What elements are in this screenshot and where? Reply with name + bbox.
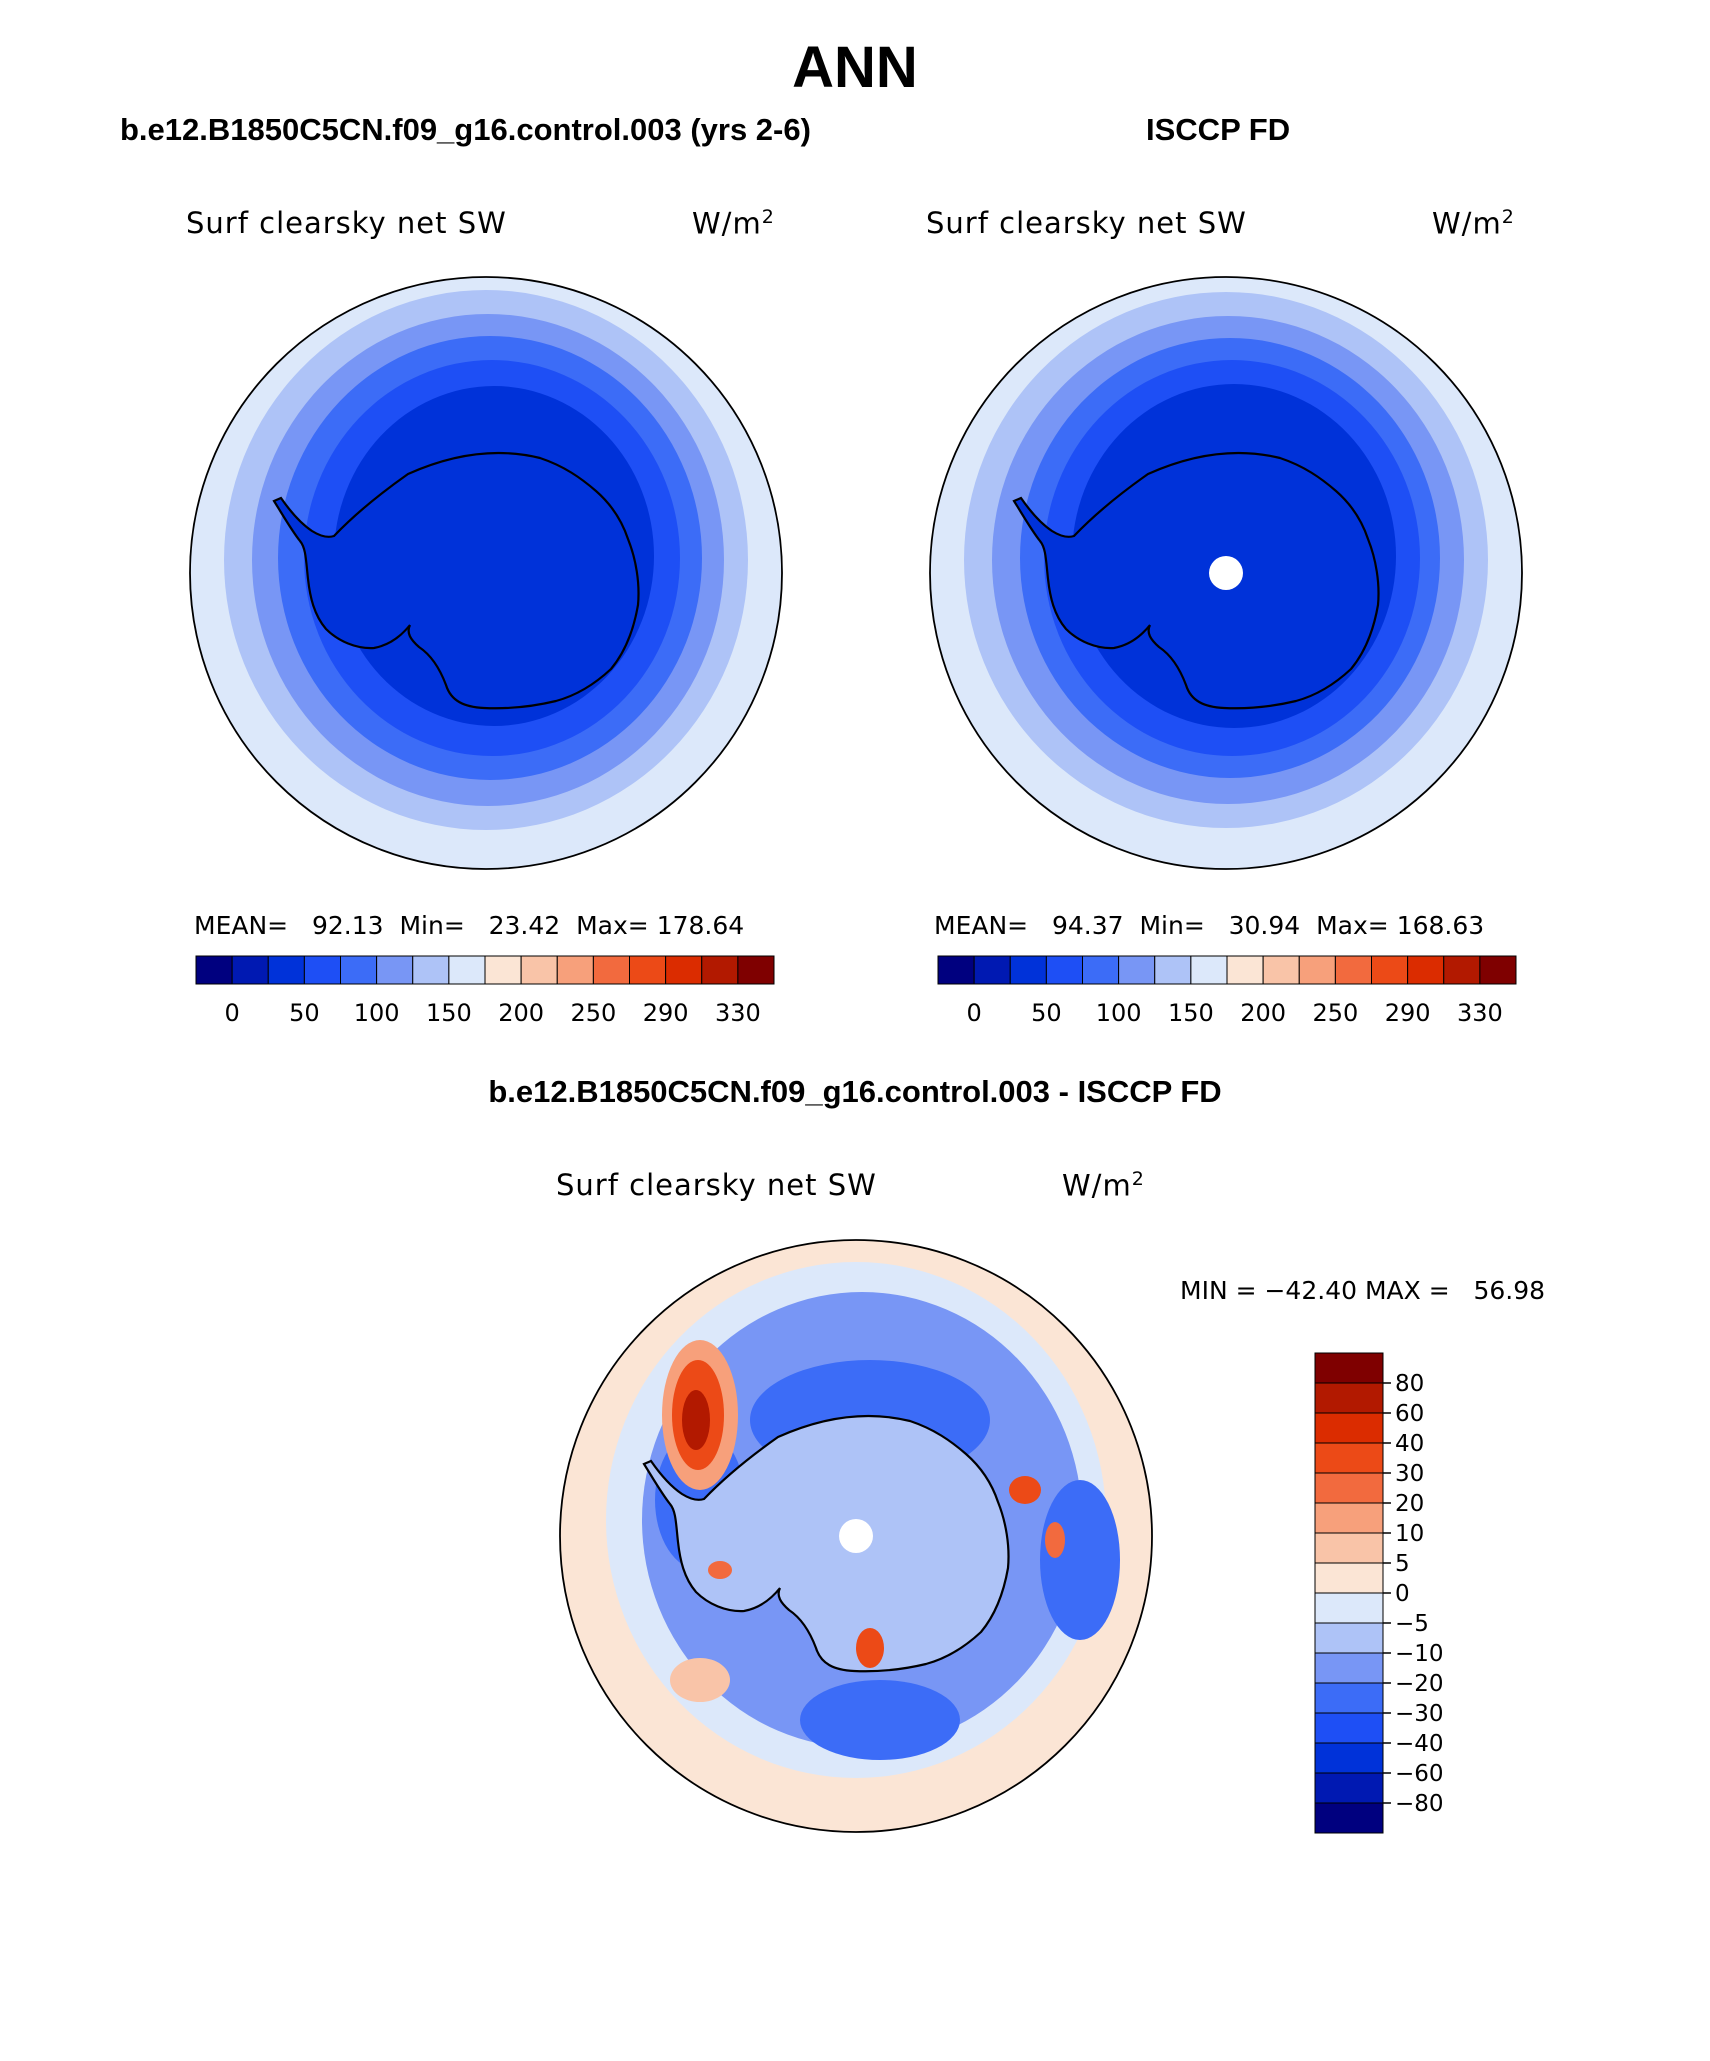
colorbar-swatch: [1262, 955, 1300, 985]
colorbar-swatch: [556, 955, 594, 985]
colorbar-swatch: [303, 955, 341, 985]
colorbar-swatch: [1314, 1412, 1384, 1444]
obs-units-label: W/m2: [1432, 206, 1515, 241]
colorbar-swatch: [1314, 1772, 1384, 1804]
colorbar-swatch: [448, 955, 486, 985]
model-case-title: b.e12.B1850C5CN.f09_g16.control.003 (yrs…: [120, 112, 811, 147]
colorbar-swatch: [267, 955, 305, 985]
colorbar-tick-label: 100: [354, 999, 400, 1027]
colorbar-tick-label: 50: [1031, 999, 1062, 1027]
colorbar-tick-label: 0: [224, 999, 239, 1027]
colorbar-swatch: [195, 955, 233, 985]
colorbar-tick-label: −5: [1395, 1611, 1429, 1637]
difference-colorbar: 80 60 40 30 20 10 5 0 −5 −10 −20 −30 −40 −60 −80: [1314, 1352, 1444, 1834]
colorbar-swatch: [1314, 1712, 1384, 1744]
colorbar-swatch: [412, 955, 450, 985]
colorbar-swatch: [231, 955, 269, 985]
colorbar-swatch: [1407, 955, 1445, 985]
colorbar-swatch: [973, 955, 1011, 985]
obs-case-title: ISCCP FD: [1146, 112, 1291, 147]
colorbar-tick-label: 100: [1096, 999, 1142, 1027]
colorbar-tick-label: −80: [1395, 1791, 1444, 1817]
colorbar-tick-label: 20: [1395, 1491, 1424, 1517]
difference-minmax: MIN = −42.40 MAX = 56.98: [1180, 1276, 1546, 1305]
colorbar-tick-label: 150: [426, 999, 472, 1027]
model-stats: MEAN= 92.13 Min= 23.42 Max= 178.64: [194, 911, 745, 940]
colorbar-tick-label: 40: [1395, 1431, 1424, 1457]
colorbar-swatch: [1009, 955, 1047, 985]
colorbar-swatch: [737, 955, 775, 985]
colorbar-swatch: [1334, 955, 1372, 985]
colorbar-tick-label: 200: [1240, 999, 1286, 1027]
colorbar-tick-label: −60: [1395, 1761, 1444, 1787]
colorbar-tick-label: 200: [498, 999, 544, 1027]
obs-stats: MEAN= 94.37 Min= 30.94 Max= 168.63: [934, 911, 1485, 940]
colorbar-tick-label: −40: [1395, 1731, 1444, 1757]
model-colorbar: 0 50 100 150 200 250 290 330: [195, 955, 775, 1027]
colorbar-swatch: [629, 955, 667, 985]
colorbar-swatch: [1443, 955, 1481, 985]
colorbar-swatch: [1314, 1382, 1384, 1414]
colorbar-swatch: [1479, 955, 1517, 985]
colorbar-swatch: [1314, 1652, 1384, 1684]
colorbar-tick-label: 290: [643, 999, 689, 1027]
colorbar-swatch: [376, 955, 414, 985]
colorbar-tick-label: 60: [1395, 1401, 1424, 1427]
colorbar-swatch: [1314, 1472, 1384, 1504]
colorbar-tick-label: −10: [1395, 1641, 1444, 1667]
difference-case-title: b.e12.B1850C5CN.f09_g16.control.003 - IS…: [488, 1074, 1222, 1109]
colorbar-tick-label: 5: [1395, 1551, 1410, 1577]
colorbar-swatch: [1314, 1352, 1384, 1384]
difference-map: [559, 1239, 1153, 1833]
difference-units-label: W/m2: [1062, 1168, 1145, 1203]
colorbar-tick-label: 0: [1395, 1581, 1410, 1607]
colorbar-tick-label: 80: [1395, 1371, 1424, 1397]
colorbar-swatch: [1118, 955, 1156, 985]
obs-map: [929, 276, 1523, 870]
colorbar-swatch: [1190, 955, 1228, 985]
colorbar-tick-label: 290: [1385, 999, 1431, 1027]
colorbar-tick-label: 150: [1168, 999, 1214, 1027]
colorbar-swatch: [1314, 1532, 1384, 1564]
colorbar-swatch: [1298, 955, 1336, 985]
colorbar-swatch: [1082, 955, 1120, 985]
colorbar-tick-label: 50: [289, 999, 320, 1027]
colorbar-swatch: [1314, 1802, 1384, 1834]
colorbar-tick-label: 10: [1395, 1521, 1424, 1547]
model-units-label: W/m2: [692, 206, 775, 241]
colorbar-tick-label: 330: [715, 999, 761, 1027]
colorbar-swatch: [484, 955, 522, 985]
colorbar-swatch: [1154, 955, 1192, 985]
colorbar-swatch: [1371, 955, 1409, 985]
colorbar-swatch: [665, 955, 703, 985]
colorbar-swatch: [1314, 1562, 1384, 1594]
colorbar-tick-label: 330: [1457, 999, 1503, 1027]
colorbar-swatch: [1314, 1592, 1384, 1624]
colorbar-swatch: [1314, 1742, 1384, 1774]
obs-colorbar: 0 50 100 150 200 250 290 330: [937, 955, 1517, 1027]
colorbar-swatch: [937, 955, 975, 985]
colorbar-tick-label: −30: [1395, 1701, 1444, 1727]
colorbar-swatch: [1045, 955, 1083, 985]
colorbar-swatch: [520, 955, 558, 985]
page-title: ANN: [792, 35, 918, 100]
colorbar-swatch: [1314, 1622, 1384, 1654]
colorbar-swatch: [592, 955, 630, 985]
colorbar-tick-label: 0: [966, 999, 981, 1027]
colorbar-swatch: [701, 955, 739, 985]
colorbar-swatch: [1314, 1442, 1384, 1474]
colorbar-swatch: [1226, 955, 1264, 985]
colorbar-swatch: [1314, 1502, 1384, 1534]
colorbar-swatch: [1314, 1682, 1384, 1714]
obs-variable-label: Surf clearsky net SW: [926, 206, 1247, 240]
colorbar-tick-label: 30: [1395, 1461, 1424, 1487]
colorbar-tick-label: 250: [570, 999, 616, 1027]
model-variable-label: Surf clearsky net SW: [186, 206, 507, 240]
colorbar-tick-label: 250: [1312, 999, 1358, 1027]
model-map: [189, 276, 783, 870]
colorbar-swatch: [340, 955, 378, 985]
colorbar-tick-label: −20: [1395, 1671, 1444, 1697]
difference-variable-label: Surf clearsky net SW: [556, 1168, 877, 1202]
